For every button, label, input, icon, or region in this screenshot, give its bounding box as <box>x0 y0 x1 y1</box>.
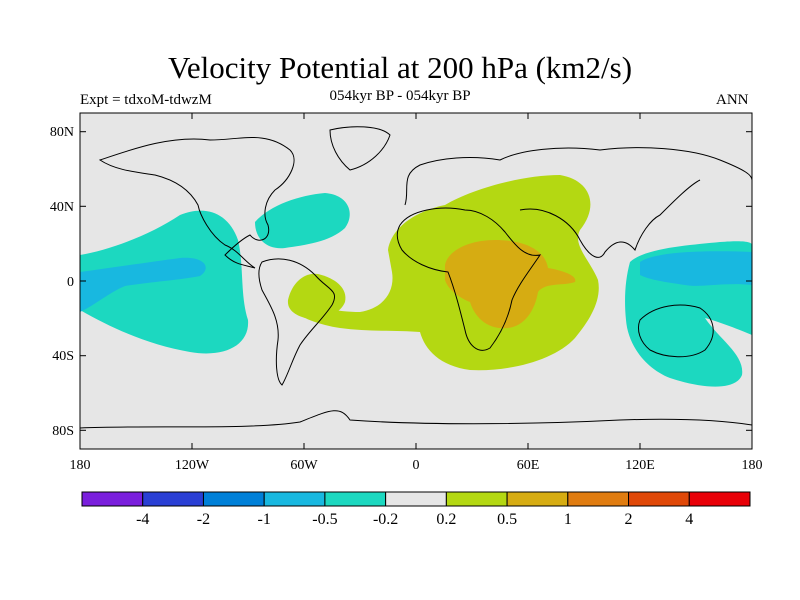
contour-wpacific-blue <box>640 251 752 286</box>
colorbar-box <box>628 491 690 507</box>
lat-label: 40S <box>52 349 74 364</box>
coastline-europe <box>404 147 752 206</box>
colorbar-label: 0.5 <box>497 511 517 528</box>
plot-subtitle: 054kyr BP - 054kyr BP <box>329 88 471 104</box>
lat-labels: 80N 40N 0 40S 80S <box>50 125 74 439</box>
colorbar-box <box>688 491 751 507</box>
lon-label: 120W <box>175 458 210 473</box>
colorbar-label: -4 <box>136 511 149 528</box>
colorbar-box <box>385 491 447 507</box>
colorbar-label: 4 <box>685 511 693 528</box>
contour-africa-orange <box>445 240 576 329</box>
coastlines <box>80 126 752 429</box>
colorbar-label: -0.5 <box>312 511 337 528</box>
tick-marks <box>80 113 752 449</box>
experiment-label: Expt = tdxoM-tdwzM <box>80 92 212 108</box>
colorbar-label: 2 <box>625 511 633 528</box>
coastline-greenland <box>329 126 391 171</box>
colorbar <box>81 491 751 507</box>
colorbar-box <box>142 491 204 507</box>
coastline-antarctica <box>80 410 752 429</box>
lon-label: 0 <box>413 458 420 473</box>
colorbar-box <box>202 491 265 507</box>
colorbar-box <box>445 491 508 507</box>
contour-pacific-blue <box>80 257 206 312</box>
coastline-africa <box>396 207 542 351</box>
colorbar-box <box>263 491 326 507</box>
colorbar-box <box>324 491 387 507</box>
plot-title: Velocity Potential at 200 hPa (km2/s) <box>167 50 633 85</box>
contour-atlantic-cyan <box>255 193 350 249</box>
lat-label: 40N <box>50 200 74 215</box>
lat-label: 80S <box>52 424 74 439</box>
colorbar-label: -1 <box>258 511 271 528</box>
lon-label: 60W <box>290 458 318 473</box>
lon-label: 180 <box>70 458 91 473</box>
coastline-australia <box>637 304 714 358</box>
lat-label: 80N <box>50 125 74 140</box>
contour-pacific-cyan <box>80 210 249 354</box>
lon-label: 120E <box>625 458 655 473</box>
colorbar-labels: -4 -2 -1 -0.5 -0.2 0.2 0.5 1 2 4 <box>136 511 693 528</box>
season-label: ANN <box>716 92 749 108</box>
coastline-north-america <box>98 137 295 269</box>
colorbar-box <box>81 491 144 507</box>
coastline-south-america <box>258 258 336 386</box>
lon-label: 60E <box>517 458 540 473</box>
colorbar-box <box>567 491 630 507</box>
colorbar-label: -0.2 <box>373 511 398 528</box>
colorbar-box <box>506 491 569 507</box>
lat-label: 0 <box>67 275 74 290</box>
contour-fills <box>80 175 752 387</box>
colorbar-label: 0.2 <box>436 511 456 528</box>
coastline-asia <box>519 179 701 258</box>
colorbar-label: -2 <box>197 511 210 528</box>
colorbar-label: 1 <box>564 511 572 528</box>
lon-label: 180 <box>742 458 763 473</box>
lon-labels: 180 120W 60W 0 60E 120E 180 <box>70 458 763 473</box>
